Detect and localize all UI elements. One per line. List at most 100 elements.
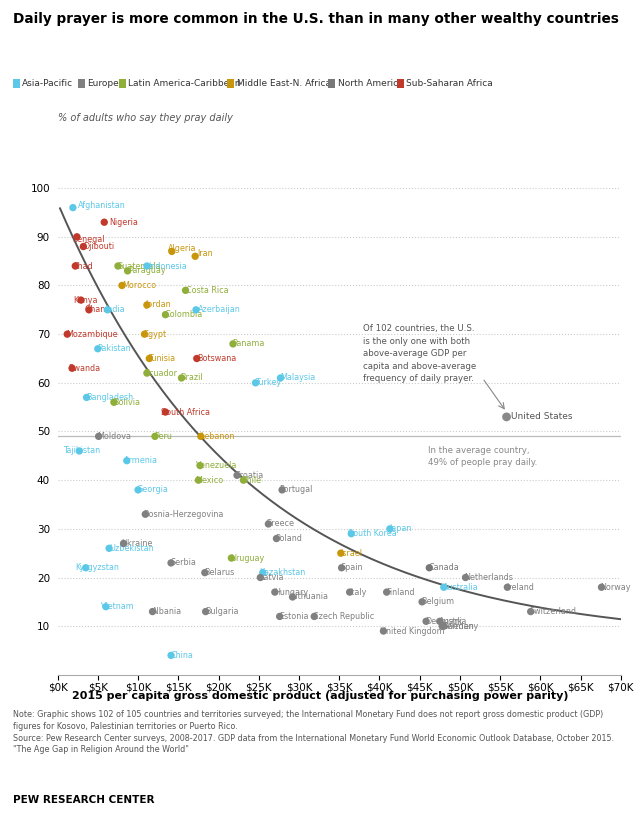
Text: North America: North America (337, 79, 403, 88)
Text: Costa Rica: Costa Rica (186, 285, 229, 294)
Text: Bolivia: Bolivia (113, 398, 140, 407)
Text: Albania: Albania (152, 607, 182, 616)
Text: Austria: Austria (439, 617, 467, 626)
Point (309, 610, 319, 623)
Text: Sweden: Sweden (443, 622, 475, 631)
Text: Lithuania: Lithuania (292, 592, 329, 601)
Point (238, 474, 248, 487)
Text: Czech Republic: Czech Republic (314, 612, 374, 621)
Text: Latin America-Caribbean: Latin America-Caribbean (129, 79, 241, 88)
Text: Sub-Saharan Africa: Sub-Saharan Africa (406, 79, 493, 88)
Text: Nigeria: Nigeria (109, 218, 138, 227)
Point (109, 396, 119, 409)
Point (140, 327, 150, 340)
Text: Moldova: Moldova (97, 432, 131, 441)
Text: Brazil: Brazil (180, 374, 204, 383)
Point (250, 376, 260, 389)
Point (269, 586, 280, 599)
Text: Botswana: Botswana (198, 354, 237, 363)
Point (337, 561, 347, 574)
Text: Kyrgyzstan: Kyrgyzstan (76, 564, 119, 573)
Point (122, 264, 132, 277)
Text: Israel: Israel (340, 549, 362, 558)
Text: Italy: Italy (349, 587, 366, 596)
Text: Chile: Chile (241, 475, 261, 485)
Text: Kenya: Kenya (74, 295, 98, 304)
Text: Netherlands: Netherlands (465, 573, 513, 582)
Text: 2015 per capita gross domestic product (adjusted for purchasing power parity): 2015 per capita gross domestic product (… (72, 691, 568, 701)
Point (166, 649, 176, 662)
Text: Poland: Poland (276, 534, 303, 543)
Point (435, 615, 445, 628)
Text: Finland: Finland (386, 587, 414, 596)
Text: Ghana: Ghana (84, 305, 111, 314)
Point (255, 571, 266, 584)
Text: Middle East-N. Africa: Middle East-N. Africa (237, 79, 331, 88)
Text: Morocco: Morocco (122, 281, 156, 290)
Point (76, 294, 86, 307)
Text: Daily prayer is more common in the U.S. than in many other wealthy countries: Daily prayer is more common in the U.S. … (13, 12, 619, 26)
Text: United States: United States (511, 412, 573, 421)
Text: Note: Graphic shows 102 of 105 countries and territories surveyed; the Internati: Note: Graphic shows 102 of 105 countries… (13, 710, 614, 754)
Text: Asia-Pacific: Asia-Pacific (22, 79, 74, 88)
Text: Lebanon: Lebanon (200, 432, 234, 441)
Text: India: India (105, 305, 125, 314)
Text: In the average country,
49% of people pray daily.: In the average country, 49% of people pr… (428, 446, 537, 467)
Point (378, 624, 388, 637)
Point (70, 259, 81, 272)
Point (113, 259, 123, 272)
Point (193, 474, 204, 487)
Text: Greece: Greece (265, 519, 294, 528)
Point (99, 216, 109, 229)
Point (142, 299, 152, 312)
Text: Croatia: Croatia (235, 471, 264, 480)
Text: Indonesia: Indonesia (148, 262, 188, 271)
Text: China: China (170, 651, 193, 660)
Text: Algeria: Algeria (168, 245, 196, 254)
Point (180, 284, 191, 297)
Text: Rwanda: Rwanda (68, 364, 100, 373)
Point (438, 581, 449, 594)
Text: Mozambique: Mozambique (67, 330, 118, 339)
Point (122, 454, 132, 467)
Text: Tajikistan: Tajikistan (63, 447, 100, 456)
Point (502, 581, 513, 594)
Point (385, 522, 395, 535)
Text: Latvia: Latvia (260, 573, 284, 582)
Point (93, 342, 103, 355)
Text: United Kingdom: United Kingdom (380, 627, 445, 636)
Point (228, 337, 238, 350)
Point (417, 596, 427, 609)
Text: Georgia: Georgia (136, 485, 168, 494)
Text: South Korea: South Korea (348, 529, 397, 538)
Text: Vietnam: Vietnam (101, 602, 135, 611)
Point (287, 591, 298, 604)
Text: Panama: Panama (232, 339, 264, 348)
Point (142, 259, 152, 272)
Text: Belgium: Belgium (421, 597, 454, 606)
Text: Belarus: Belarus (204, 569, 234, 578)
Text: Tunisia: Tunisia (148, 354, 175, 363)
Text: Norway: Norway (601, 582, 631, 591)
Point (72, 230, 82, 243)
Point (160, 406, 170, 419)
Text: Senegal: Senegal (73, 235, 106, 244)
Point (525, 605, 536, 618)
Point (227, 551, 237, 564)
Point (191, 303, 201, 317)
Point (68, 201, 78, 214)
Point (100, 600, 111, 614)
Text: Pakistan: Pakistan (97, 344, 131, 353)
Text: Bosnia-Herzegovina: Bosnia-Herzegovina (143, 510, 223, 519)
Text: Of 102 countries, the U.S.
is the only one with both
above-average GDP per
capit: Of 102 countries, the U.S. is the only o… (364, 325, 477, 384)
Point (424, 561, 435, 574)
Text: Egypt: Egypt (144, 330, 167, 339)
Text: Serbia: Serbia (170, 559, 196, 568)
Point (346, 527, 356, 540)
Text: South Africa: South Africa (161, 407, 211, 416)
Text: Turkey: Turkey (255, 378, 281, 388)
Point (381, 586, 392, 599)
Point (166, 556, 176, 569)
Point (133, 483, 143, 497)
Text: Armenia: Armenia (124, 456, 158, 465)
